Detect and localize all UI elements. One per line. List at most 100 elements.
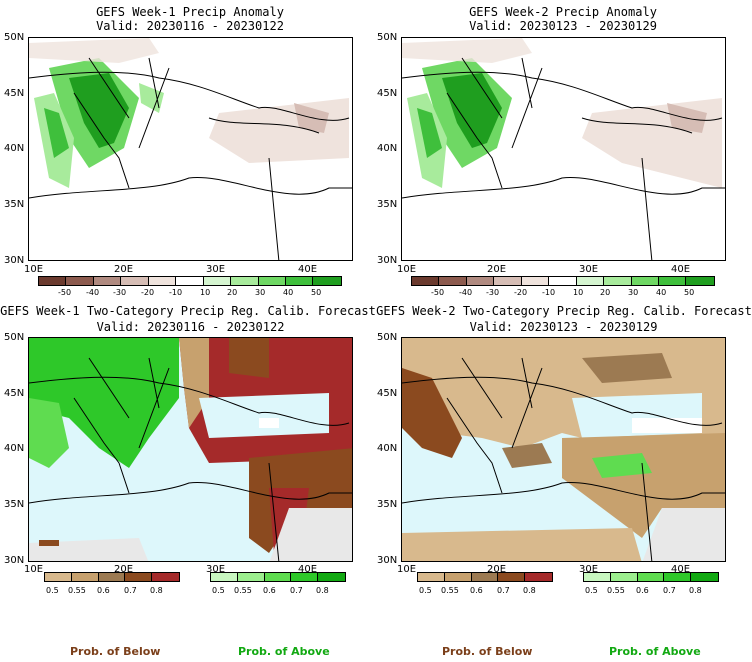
cbar-label: 0.7	[124, 586, 137, 595]
cbar-label: -10	[542, 288, 556, 297]
cbar-label: 0.55	[234, 586, 252, 595]
cbar-label: 0.8	[150, 586, 163, 595]
lat-label: 50N	[4, 332, 25, 343]
lat-label: 50N	[377, 32, 398, 43]
probability-map-week1	[29, 338, 352, 561]
colorbar-swatch	[39, 277, 67, 285]
lat-label: 40N	[377, 143, 398, 154]
lon-label: 20E	[114, 264, 134, 275]
colorbar-swatch	[584, 573, 611, 581]
colorbar-swatch	[237, 573, 265, 581]
map-panel-bl	[28, 337, 353, 562]
colorbar-swatch	[71, 573, 99, 581]
cbar-label: 0.7	[290, 586, 303, 595]
colorbar-swatch	[203, 277, 232, 285]
colorbar-swatch	[176, 277, 204, 285]
lat-label: 45N	[377, 388, 398, 399]
colorbar-swatch	[125, 573, 153, 581]
cbar-label: 0.6	[636, 586, 649, 595]
colorbar-swatch	[466, 277, 495, 285]
above-colorbar-br	[583, 572, 719, 582]
probability-map-week2	[402, 338, 725, 561]
colorbar-swatch	[498, 573, 526, 581]
cbar-label: 10	[200, 288, 211, 297]
prob-above-label: Prob. of Above	[609, 645, 701, 658]
cbar-label: -40	[459, 288, 473, 297]
lat-label: 40N	[4, 143, 25, 154]
colorbar-swatch	[576, 277, 605, 285]
prob-below-label: Prob. of Below	[442, 645, 533, 658]
lat-label: 50N	[4, 32, 25, 43]
colorbar-swatch	[610, 573, 638, 581]
cbar-label: -10	[169, 288, 183, 297]
lat-label: 40N	[4, 443, 25, 454]
cbar-label: 20	[600, 288, 611, 297]
lat-label: 30N	[4, 255, 25, 266]
colorbar-swatch	[148, 277, 177, 285]
colorbar-swatch	[121, 277, 149, 285]
lon-label: 30E	[579, 264, 599, 275]
cbar-label: 40	[283, 288, 294, 297]
cbar-label: -20	[514, 288, 528, 297]
colorbar-swatch	[412, 277, 440, 285]
map-panel-tl	[28, 37, 353, 261]
cbar-label: 40	[656, 288, 667, 297]
colorbar-swatch	[525, 573, 552, 581]
cbar-label: 30	[255, 288, 266, 297]
anomaly-map-week1	[29, 38, 352, 260]
colorbar-swatch	[418, 573, 445, 581]
cbar-label: 0.5	[419, 586, 432, 595]
below-colorbar-bl	[44, 572, 180, 582]
colorbar-swatch	[444, 573, 472, 581]
map-panel-tr	[401, 37, 726, 261]
cbar-label: -50	[431, 288, 445, 297]
panel-br-valid: Valid: 20230123 - 20230129	[469, 320, 658, 334]
lon-label: 40E	[298, 264, 318, 275]
colorbar-swatch	[521, 277, 550, 285]
colorbar-swatch	[264, 573, 292, 581]
colorbar-swatch	[258, 277, 286, 285]
cbar-label: 0.8	[316, 586, 329, 595]
panel-tr-title: GEFS Week-2 Precip Anomaly	[469, 5, 657, 19]
lon-label: 10E	[397, 564, 417, 575]
lat-label: 45N	[4, 88, 25, 99]
lat-label: 35N	[377, 499, 398, 510]
colorbar-swatch	[152, 573, 179, 581]
cbar-label: 0.8	[523, 586, 536, 595]
lon-label: 40E	[671, 564, 691, 575]
cbar-label: 0.6	[263, 586, 276, 595]
colorbar-swatch	[211, 573, 238, 581]
cbar-label: -30	[113, 288, 127, 297]
cbar-label: 0.55	[607, 586, 625, 595]
cbar-label: 0.5	[585, 586, 598, 595]
lon-label: 40E	[298, 564, 318, 575]
lon-label: 10E	[24, 264, 44, 275]
lat-label: 30N	[377, 555, 398, 566]
colorbar-swatch	[66, 277, 94, 285]
colorbar-swatch	[604, 277, 632, 285]
lon-label: 30E	[206, 564, 226, 575]
lon-label: 30E	[579, 564, 599, 575]
lat-label: 30N	[4, 555, 25, 566]
cbar-label: 0.55	[441, 586, 459, 595]
colorbar-swatch	[93, 277, 122, 285]
cbar-label: 0.5	[212, 586, 225, 595]
anomaly-map-week2	[402, 38, 725, 260]
cbar-label: -50	[58, 288, 72, 297]
cbar-label: 10	[573, 288, 584, 297]
colorbar-swatch	[631, 277, 659, 285]
panel-bl-valid: Valid: 20230116 - 20230122	[96, 320, 285, 334]
cbar-label: 0.6	[97, 586, 110, 595]
lon-label: 40E	[671, 264, 691, 275]
cbar-label: -40	[86, 288, 100, 297]
cbar-label: 30	[628, 288, 639, 297]
colorbar-swatch	[691, 573, 718, 581]
above-colorbar-bl	[210, 572, 346, 582]
cbar-label: 0.8	[689, 586, 702, 595]
colorbar-swatch	[291, 573, 319, 581]
colorbar-swatch	[231, 277, 259, 285]
lat-label: 30N	[377, 255, 398, 266]
cbar-label: 0.7	[663, 586, 676, 595]
lat-label: 45N	[377, 88, 398, 99]
colorbar-swatch	[658, 277, 687, 285]
